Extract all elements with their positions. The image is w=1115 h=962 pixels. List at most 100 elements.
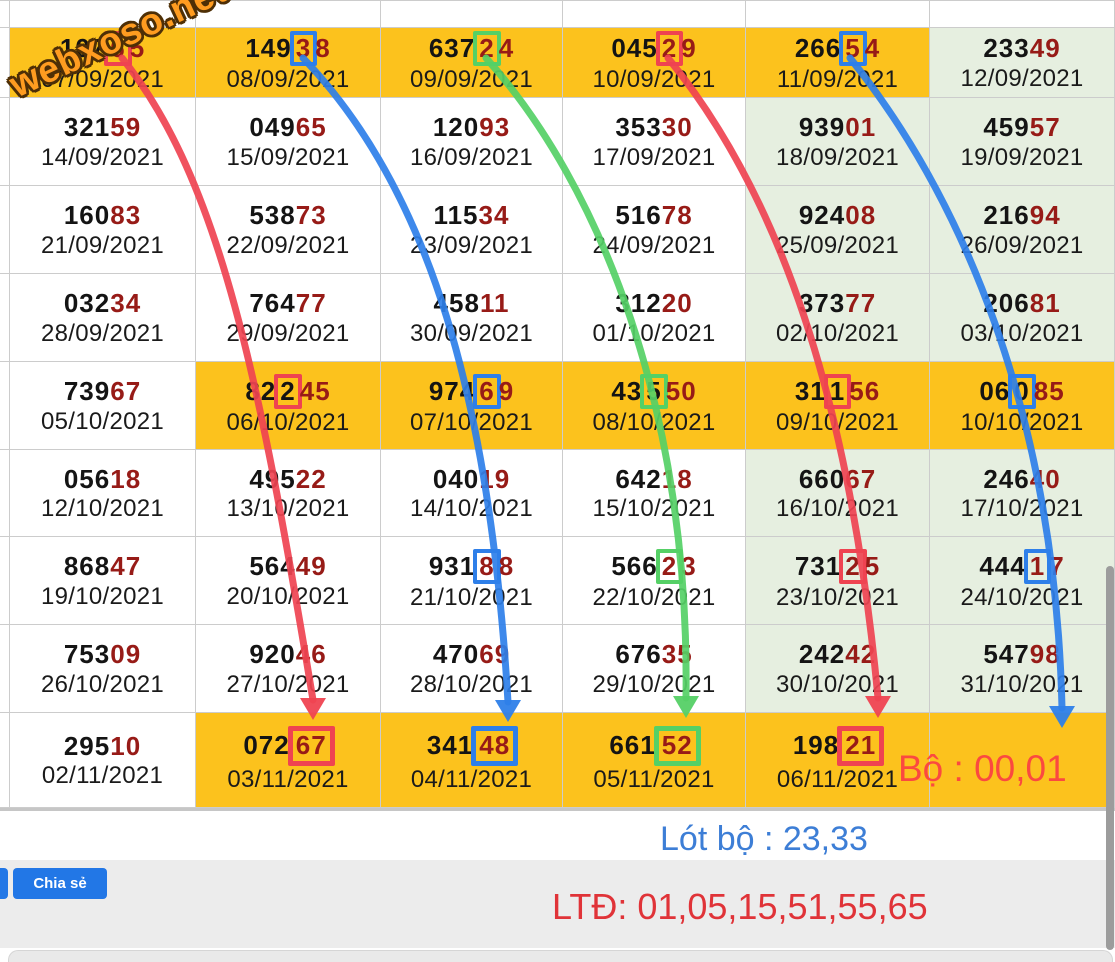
result-cell: 64218 15/10/2021 bbox=[563, 450, 746, 537]
draw-date: 21/10/2021 bbox=[409, 584, 534, 612]
draw-number: 266 5 4 bbox=[795, 30, 880, 67]
draw-date: 27/10/2021 bbox=[226, 670, 350, 698]
draw-number: 20681 bbox=[983, 288, 1061, 319]
result-cell: 21694 26/09/2021 bbox=[930, 186, 1115, 274]
draw-date: 02/10/2021 bbox=[775, 319, 900, 347]
result-cell: 266 5 4 11/09/2021 bbox=[746, 28, 930, 98]
share-button[interactable]: Chia sẻ bbox=[13, 868, 107, 899]
result-cell: 661 52 05/11/2021 bbox=[563, 713, 746, 808]
draw-date: 14/10/2021 bbox=[409, 495, 534, 523]
draw-number: 16083 bbox=[63, 200, 142, 231]
draw-number: 661 52 bbox=[609, 726, 701, 766]
result-cell: 341 48 04/11/2021 bbox=[381, 713, 563, 808]
highlight-box-blue: 8 bbox=[473, 548, 501, 585]
draw-date: 09/09/2021 bbox=[409, 66, 534, 94]
table-top-stub bbox=[10, 0, 196, 28]
draw-date: 07/10/2021 bbox=[409, 409, 534, 437]
draw-date: 26/09/2021 bbox=[960, 231, 1084, 259]
draw-date: 17/10/2021 bbox=[960, 495, 1084, 523]
draw-date: 14/09/2021 bbox=[40, 143, 165, 171]
draw-date: 22/09/2021 bbox=[226, 231, 350, 259]
draw-date: 05/10/2021 bbox=[40, 407, 165, 435]
result-cell: 43 5 50 08/10/2021 bbox=[563, 362, 746, 450]
table-top-stub bbox=[196, 0, 381, 28]
draw-number: 198 21 bbox=[793, 726, 885, 766]
draw-date: 13/10/2021 bbox=[226, 495, 350, 523]
bottom-panel bbox=[8, 950, 1113, 962]
result-cell: 06 0 85 10/10/2021 bbox=[930, 362, 1115, 450]
table-left-stub bbox=[0, 186, 10, 274]
result-cell: 93901 18/09/2021 bbox=[746, 98, 930, 186]
table-left-stub bbox=[0, 362, 10, 450]
draw-number: 29510 bbox=[63, 730, 142, 761]
draw-number: 51678 bbox=[615, 200, 693, 231]
draw-number: 45811 bbox=[433, 288, 510, 319]
result-cell: 53873 22/09/2021 bbox=[196, 186, 381, 274]
draw-date: 10/09/2021 bbox=[592, 66, 716, 94]
share-button-partial[interactable] bbox=[0, 868, 8, 899]
draw-number: 03234 bbox=[63, 288, 142, 319]
result-cell: 24242 30/10/2021 bbox=[746, 625, 930, 713]
highlight-box-blue: 6 bbox=[473, 373, 501, 410]
draw-date: 08/09/2021 bbox=[226, 66, 350, 94]
result-cell: 31220 01/10/2021 bbox=[563, 274, 746, 362]
draw-number: 54798 bbox=[983, 639, 1061, 670]
toolbar-strip bbox=[0, 860, 1115, 948]
table-top-stub bbox=[381, 0, 563, 28]
highlight-box-blue: 0 bbox=[1008, 373, 1036, 410]
result-cell: 92408 25/09/2021 bbox=[746, 186, 930, 274]
draw-date: 30/09/2021 bbox=[409, 319, 534, 347]
table-left-stub bbox=[0, 713, 10, 808]
draw-number: 64218 bbox=[615, 463, 693, 494]
draw-date: 15/10/2021 bbox=[592, 495, 716, 523]
draw-date: 24/10/2021 bbox=[960, 584, 1084, 612]
table-top-stub bbox=[563, 0, 746, 28]
highlight-box-red: 2 bbox=[839, 548, 867, 585]
scrollbar-thumb[interactable] bbox=[1106, 566, 1114, 950]
draw-number: 93901 bbox=[798, 112, 877, 143]
draw-number: 45957 bbox=[983, 112, 1061, 143]
draw-date: 12/10/2021 bbox=[40, 495, 165, 523]
draw-number: 149 3 8 bbox=[245, 30, 330, 67]
result-cell: 11534 23/09/2021 bbox=[381, 186, 563, 274]
result-cell: 198 21 06/11/2021 bbox=[746, 713, 930, 808]
highlight-box-green: 2 bbox=[473, 30, 501, 67]
draw-number: 82 2 45 bbox=[245, 373, 330, 410]
draw-date: 06/11/2021 bbox=[776, 765, 899, 793]
highlight-box-red: 2 bbox=[655, 30, 684, 67]
table-left-stub bbox=[0, 537, 10, 625]
result-cell: 56449 20/10/2021 bbox=[196, 537, 381, 625]
bo-cell bbox=[930, 713, 1115, 808]
highlight-box-red: 67 bbox=[287, 726, 335, 766]
draw-number: 566 2 3 bbox=[611, 548, 696, 585]
highlight-box-red: 21 bbox=[837, 726, 885, 766]
highlight-box-green: 2 bbox=[655, 548, 684, 585]
result-cell: 20681 03/10/2021 bbox=[930, 274, 1115, 362]
draw-date: 21/09/2021 bbox=[40, 231, 165, 259]
table-left-stub bbox=[0, 274, 10, 362]
result-cell: 04965 15/09/2021 bbox=[196, 98, 381, 186]
result-cell: 31 1 56 09/10/2021 bbox=[746, 362, 930, 450]
draw-number: 24640 bbox=[983, 463, 1061, 494]
draw-number: 11534 bbox=[433, 200, 510, 231]
draw-number: 31220 bbox=[615, 288, 693, 319]
result-cell: 47069 28/10/2021 bbox=[381, 625, 563, 713]
draw-date: 16/10/2021 bbox=[775, 495, 900, 523]
draw-number: 974 6 9 bbox=[429, 373, 514, 410]
draw-number: 35330 bbox=[615, 112, 693, 143]
draw-date: 23/09/2021 bbox=[409, 231, 534, 259]
result-cell: 67635 29/10/2021 bbox=[563, 625, 746, 713]
draw-date: 16/09/2021 bbox=[409, 143, 534, 171]
draw-number: 43 5 50 bbox=[611, 373, 696, 410]
draw-number: 23349 bbox=[983, 33, 1061, 64]
draw-number: 931 8 8 bbox=[429, 548, 514, 585]
result-cell: 54798 31/10/2021 bbox=[930, 625, 1115, 713]
results-table: 107 6 5 07/09/2021 149 3 8 08/09/2021 637 2 4 09/09… bbox=[0, 0, 1115, 808]
draw-number: 37377 bbox=[798, 288, 877, 319]
draw-number: 67635 bbox=[615, 639, 693, 670]
result-cell: 974 6 9 07/10/2021 bbox=[381, 362, 563, 450]
result-cell: 045 2 9 10/09/2021 bbox=[563, 28, 746, 98]
draw-date: 04/11/2021 bbox=[410, 765, 533, 793]
highlight-box-blue: 48 bbox=[471, 726, 519, 766]
lot-bo-label: Lót bộ : 23,33 bbox=[660, 820, 868, 858]
